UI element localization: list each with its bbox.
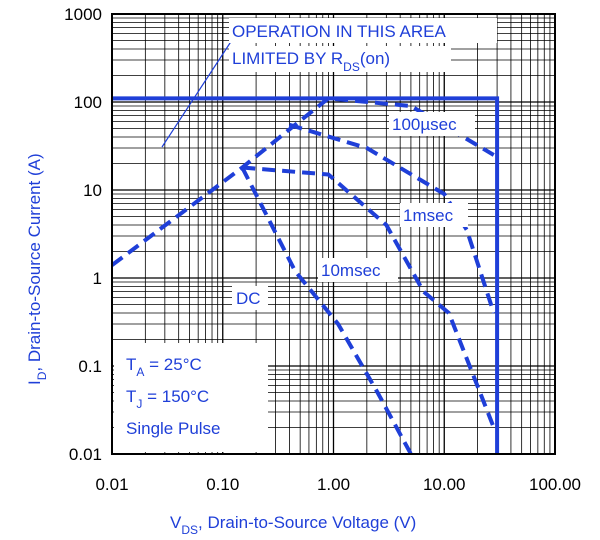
x-tick-label: 0.01 — [95, 475, 128, 494]
annotation-line1: OPERATION IN THIS AREA — [232, 22, 446, 41]
label-1msec: 1msec — [403, 206, 454, 225]
annotation-line2: LIMITED BY RDS(on) — [232, 49, 390, 74]
annotation-box-line1 — [229, 18, 497, 43]
y-tick-label: 1 — [93, 269, 102, 288]
label-box-1msec — [400, 203, 468, 227]
tick-labels: 0.01 0.10 1.00 10.00 100.00 0.01 0.1 1 10 100 1000 — [64, 5, 581, 494]
label-box-dc — [232, 286, 268, 310]
annotation-leader-line — [161, 39, 233, 148]
curve-1msec — [288, 122, 496, 314]
label-100usec: 100µsec — [392, 115, 457, 134]
curve-10msec — [242, 165, 496, 429]
conditions-box — [114, 343, 268, 452]
x-tick-label: 10.00 — [423, 475, 466, 494]
x-tick-label: 1.00 — [317, 475, 350, 494]
limit-boundary-line — [112, 96, 500, 454]
label-10msec: 10msec — [321, 261, 381, 280]
y-tick-label: 1000 — [64, 5, 102, 24]
label-box-100usec — [389, 112, 475, 136]
y-axis-label: ID, Drain-to-Source Current (A) — [25, 153, 49, 385]
label-dc: DC — [236, 289, 261, 308]
condition-tj: TJ = 150°C — [126, 387, 209, 411]
y-tick-label: 0.01 — [69, 445, 102, 464]
curve-dc — [240, 166, 413, 455]
x-tick-label: 0.10 — [206, 475, 239, 494]
y-tick-label: 10 — [83, 181, 102, 200]
condition-pulse: Single Pulse — [126, 419, 221, 438]
x-tick-label: 100.00 — [529, 475, 581, 494]
condition-ta: TA = 25°C — [126, 355, 202, 379]
x-axis-label: VDS, Drain-to-Source Voltage (V) — [170, 513, 416, 537]
plot-frame — [111, 13, 556, 455]
annotation-box-line2 — [229, 46, 451, 72]
y-tick-label: 0.1 — [78, 357, 102, 376]
label-box-10msec — [318, 258, 398, 282]
y-tick-label: 100 — [74, 93, 102, 112]
